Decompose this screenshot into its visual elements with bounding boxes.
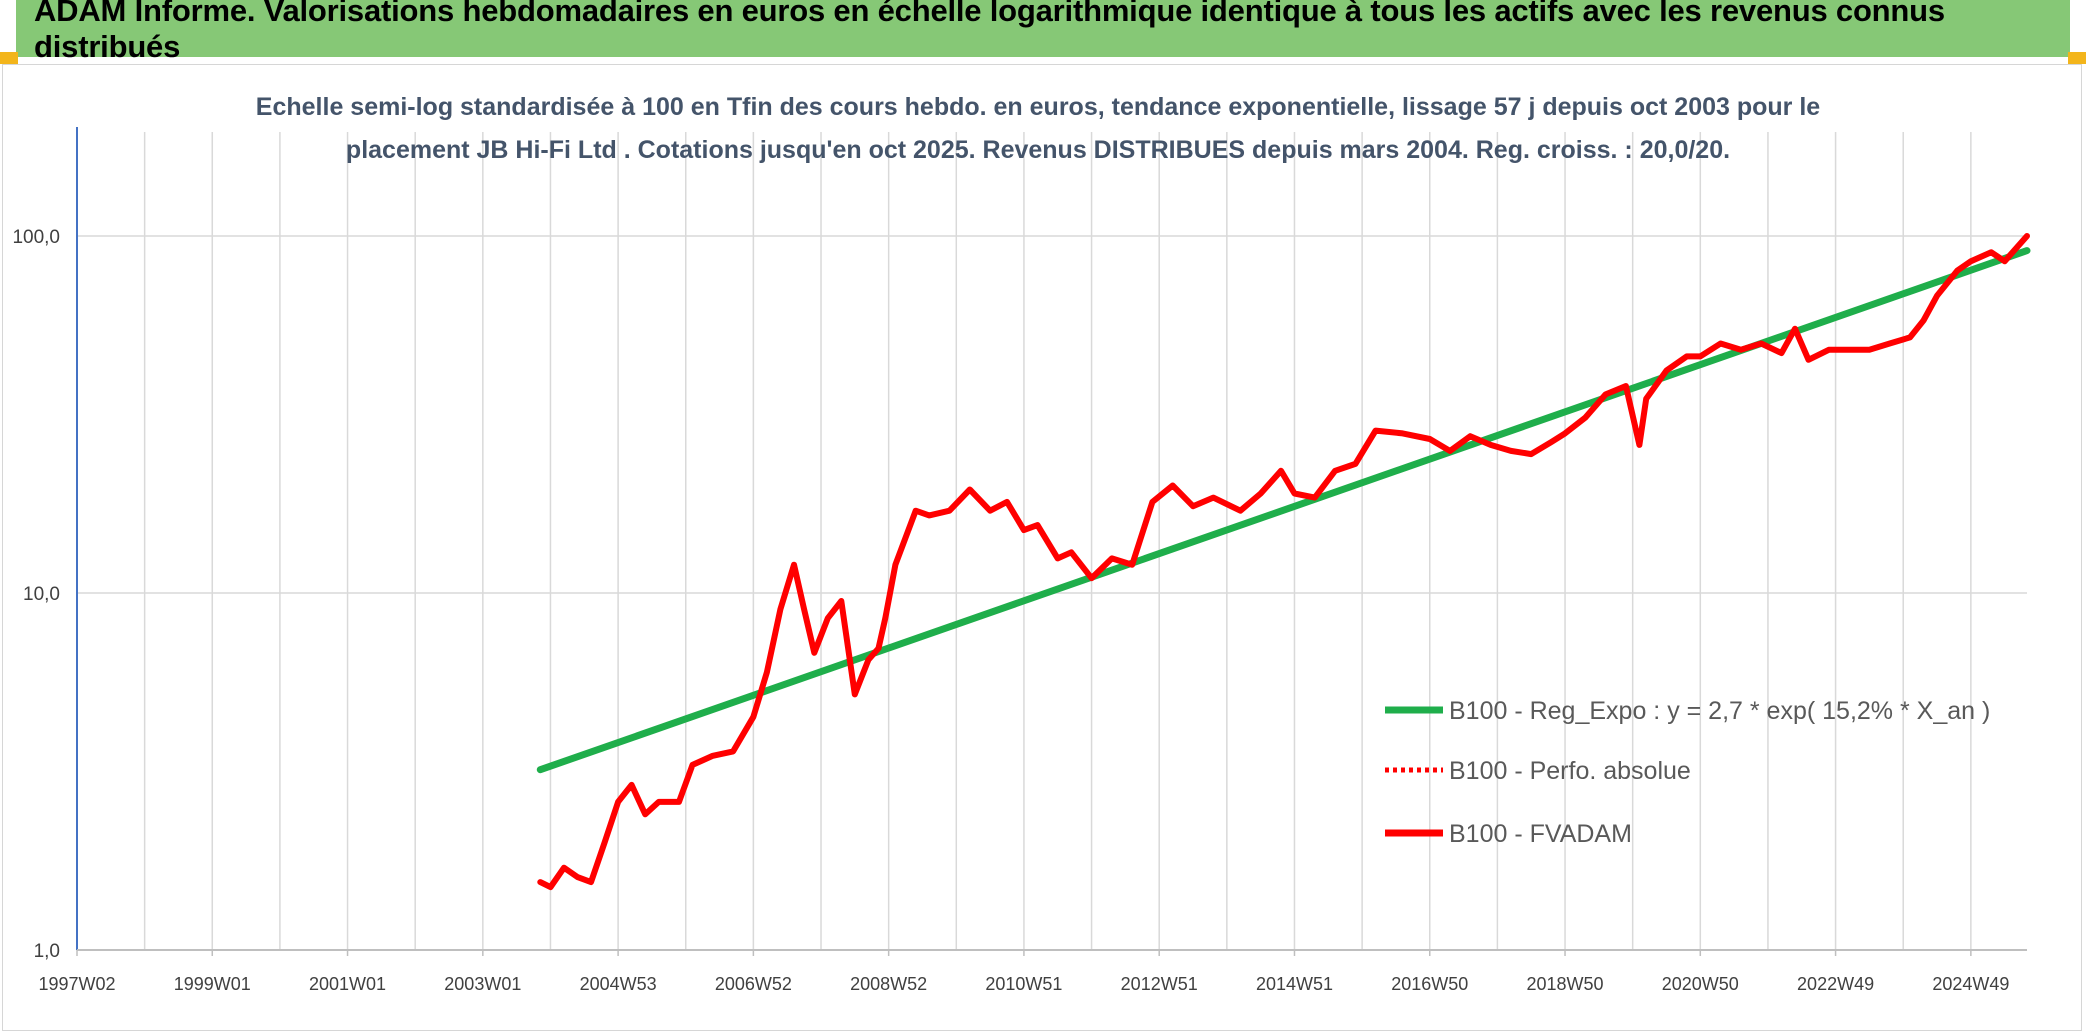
report-title: ADAM Informe. Valorisations hebdomadaire…: [34, 0, 1945, 64]
x-tick-label: 1997W02: [38, 974, 115, 994]
legend-label-regression: B100 - Reg_Expo : y = 2,7 * exp( 15,2% *…: [1449, 697, 1990, 725]
x-tick-label: 2024W49: [1932, 974, 2009, 994]
legend: B100 - Reg_Expo : y = 2,7 * exp( 15,2% *…: [1385, 697, 1990, 848]
x-tick-label: 2014W51: [1256, 974, 1333, 994]
x-tick-label: 2008W52: [850, 974, 927, 994]
series-fvadam-line: [537, 233, 2030, 891]
y-tick-label: 100,0: [12, 227, 60, 248]
y-tick-label: 1,0: [34, 941, 60, 962]
series-layer: [536, 233, 2031, 891]
legend-label-perfo: B100 - Perfo. absolue: [1449, 757, 1691, 785]
x-tick-label: 2012W51: [1121, 974, 1198, 994]
x-tick-label: 1999W01: [174, 974, 251, 994]
axis-layer: 1,0 10,0 100,0 1997W02 1999W01 2001W01 2003W01…: [12, 127, 2027, 994]
x-tick-label: 2018W50: [1527, 974, 1604, 994]
x-tick-label: 2010W51: [985, 974, 1062, 994]
chart-title-line-1: Echelle semi-log standardisée à 100 en T…: [256, 93, 1821, 121]
y-tick-label: 10,0: [23, 584, 60, 605]
legend-label-fvadam: B100 - FVADAM: [1449, 820, 1632, 848]
x-tick-label: 2022W49: [1797, 974, 1874, 994]
x-tick-label: 2016W50: [1391, 974, 1468, 994]
x-tick-label: 2020W50: [1662, 974, 1739, 994]
x-tick-label: 2004W53: [580, 974, 657, 994]
x-tick-label: 2006W52: [715, 974, 792, 994]
corner-accent-left: [0, 52, 18, 64]
corner-accent-right: [2068, 52, 2086, 64]
series-regression-line: [536, 247, 2031, 774]
chart-title-line-2: placement JB Hi-Fi Ltd . Cotations jusqu…: [346, 136, 1730, 164]
x-tick-label: 2001W01: [309, 974, 386, 994]
x-tick-label: 2003W01: [444, 974, 521, 994]
report-banner: ADAM Informe. Valorisations hebdomadaire…: [16, 0, 2070, 64]
grid-layer: [77, 132, 2027, 951]
chart-frame: [2, 64, 2082, 1031]
